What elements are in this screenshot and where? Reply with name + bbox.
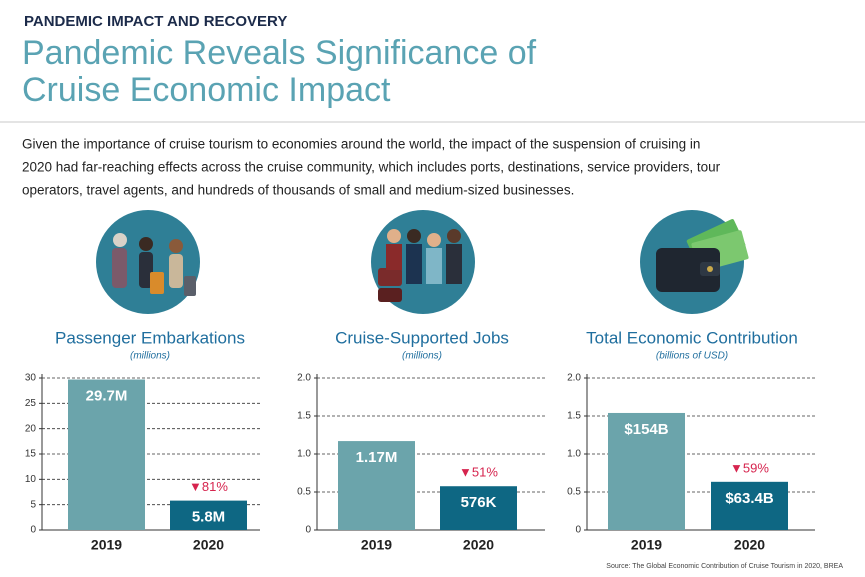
chart-subtitle: (millions) <box>130 351 170 362</box>
y-tick-label: 1.0 <box>297 449 311 460</box>
y-tick-label: 20 <box>25 423 37 434</box>
chart-subtitle: (millions) <box>402 351 442 362</box>
y-tick-label: 1.5 <box>567 411 581 422</box>
kicker: PANDEMIC IMPACT AND RECOVERY <box>24 13 287 30</box>
value-label: $63.4B <box>725 490 774 507</box>
y-tick-label: 2.0 <box>567 373 581 384</box>
y-tick-label: 25 <box>25 398 37 409</box>
icon-passengers <box>96 210 200 314</box>
y-tick-label: 0 <box>305 525 311 536</box>
y-tick-label: 1.5 <box>297 411 311 422</box>
x-tick-label: 2019 <box>631 537 662 553</box>
y-tick-label: 0.5 <box>567 487 581 498</box>
bar <box>711 481 788 530</box>
y-tick-label: 0 <box>575 525 581 536</box>
x-tick-label: 2020 <box>734 537 765 553</box>
y-tick-label: 2.0 <box>297 373 311 384</box>
x-tick-label: 2019 <box>361 537 392 553</box>
bar <box>338 441 415 530</box>
change-annotation: ▼51% <box>459 465 498 480</box>
intro-line: 2020 had far-reaching effects across the… <box>22 160 721 175</box>
y-tick-label: 1.0 <box>567 449 581 460</box>
value-label: 29.7M <box>86 387 128 404</box>
bar <box>440 486 517 530</box>
y-tick-label: 10 <box>25 474 37 485</box>
title-line: Cruise Economic Impact <box>22 71 391 109</box>
bar <box>608 412 685 530</box>
bar <box>170 500 247 530</box>
intro-line: Given the importance of cruise tourism t… <box>22 137 700 152</box>
source: Source: The Global Economic Contribution… <box>606 563 843 570</box>
value-label: 5.8M <box>192 508 225 525</box>
value-label: 1.17M <box>356 449 398 466</box>
chart-title: Passenger Embarkations <box>55 328 245 347</box>
y-tick-label: 30 <box>25 373 37 384</box>
icon-wallet <box>640 210 749 314</box>
value-label: $154B <box>624 421 668 438</box>
icon-jobs <box>371 210 475 314</box>
chart-title: Cruise-Supported Jobs <box>335 328 509 347</box>
x-tick-label: 2019 <box>91 537 122 553</box>
change-annotation: ▼59% <box>730 460 769 475</box>
y-tick-label: 0.5 <box>297 487 311 498</box>
intro-line: operators, travel agents, and hundreds o… <box>22 183 574 198</box>
bar <box>68 379 145 530</box>
x-tick-label: 2020 <box>463 537 494 553</box>
y-tick-label: 5 <box>30 499 36 510</box>
chart-subtitle: (billions of USD) <box>656 351 728 362</box>
chart-title: Total Economic Contribution <box>586 328 798 347</box>
change-annotation: ▼81% <box>189 479 228 494</box>
x-tick-label: 2020 <box>193 537 224 553</box>
y-tick-label: 15 <box>25 449 37 460</box>
title-line: Pandemic Reveals Significance of <box>22 34 537 72</box>
y-tick-label: 0 <box>30 525 36 536</box>
value-label: 576K <box>461 494 497 511</box>
